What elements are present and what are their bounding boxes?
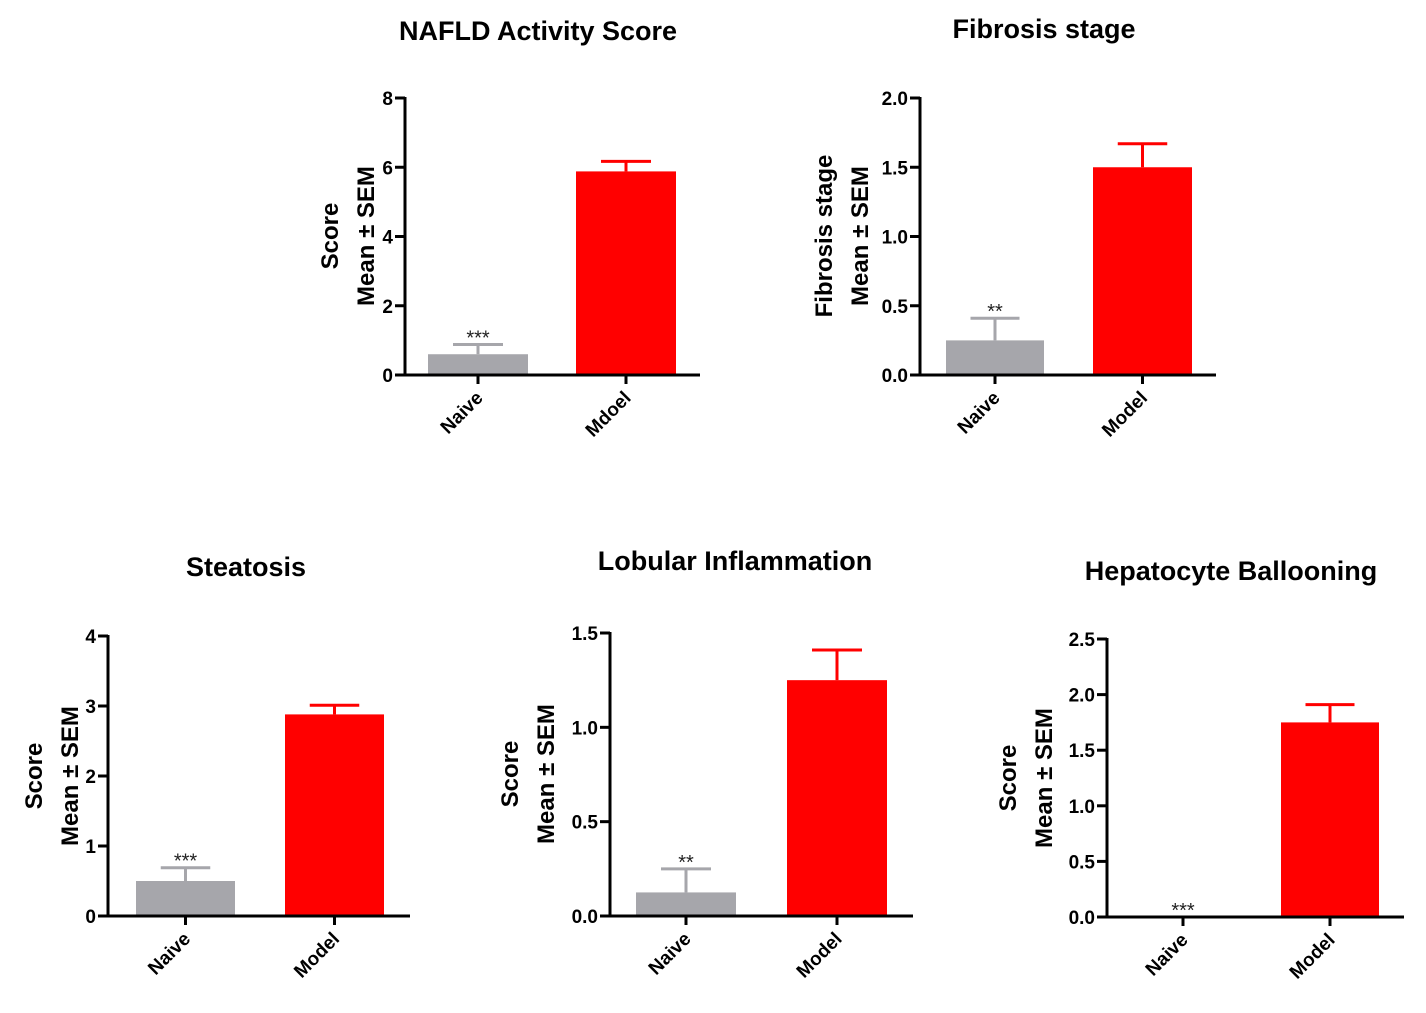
bar-model (1093, 167, 1192, 375)
y-axis-label: Mean ± SEM (847, 166, 874, 306)
chart-title: NAFLD Activity Score (399, 16, 677, 46)
significance-marker: ** (678, 852, 694, 874)
y-tick-label: 0.5 (572, 813, 599, 834)
y-tick-label: 0 (85, 907, 96, 928)
x-tick-label: Naive (437, 388, 488, 439)
y-tick-label: 2 (382, 297, 393, 318)
y-axis-label: Score (995, 745, 1022, 812)
y-tick-label: 1.0 (572, 718, 598, 739)
y-tick-label: 4 (382, 228, 393, 249)
y-tick-label: 1.5 (1069, 741, 1096, 762)
y-tick-label: 0.0 (1069, 908, 1095, 929)
chart-title: Hepatocyte Ballooning (1085, 556, 1378, 586)
chart-title: Lobular Inflammation (598, 546, 873, 576)
y-tick-label: 1.0 (1069, 797, 1095, 818)
x-tick-label: Naive (954, 388, 1005, 439)
y-tick-label: 1 (85, 837, 96, 858)
y-tick-label: 0.5 (882, 297, 909, 318)
y-tick-label: 2.0 (882, 89, 908, 110)
chart-panel-4: Lobular Inflammation Score Mean ± SEM ** Nai… (497, 546, 913, 982)
x-tick-label: Naive (144, 929, 195, 980)
bar-mdoel (576, 171, 676, 375)
bar-naive (428, 354, 528, 375)
bar-naive (636, 892, 736, 916)
y-axis-label: Fibrosis stage (811, 155, 838, 318)
x-tick-label: Model (1286, 930, 1340, 984)
y-tick-label: 1.0 (882, 228, 908, 249)
x-tick-label: Model (793, 929, 847, 983)
chart-panel-1: NAFLD Activity Score Score Mean ± SEM *** Na… (317, 16, 700, 441)
y-tick-label: 0.0 (572, 907, 598, 928)
bar-model (1281, 722, 1379, 917)
y-tick-label: 8 (382, 89, 393, 110)
x-tick-label: Naive (645, 929, 696, 980)
y-axis-label: Mean ± SEM (57, 706, 84, 846)
y-tick-label: 1.5 (572, 624, 599, 645)
y-tick-label: 2.5 (1069, 630, 1096, 651)
y-tick-label: 0.5 (1069, 852, 1096, 873)
x-tick-label: Naive (1142, 930, 1193, 981)
y-tick-label: 0.0 (882, 366, 908, 387)
bar-naive (136, 881, 235, 916)
bar-model (787, 680, 887, 916)
y-axis-label: Score (21, 743, 48, 810)
y-axis-label: Mean ± SEM (1031, 708, 1058, 848)
x-tick-label: Model (1098, 388, 1152, 442)
bar-naive (946, 340, 1044, 375)
y-axis-label: Mean ± SEM (353, 166, 380, 306)
chart-panel-3: Steatosis Score Mean ± SEM *** Naive Model 0 1 2… (21, 552, 410, 982)
x-tick-label: Mdoel (582, 388, 636, 442)
chart-title: Steatosis (186, 552, 306, 582)
y-axis-label: Score (317, 203, 344, 270)
y-tick-label: 4 (85, 627, 96, 648)
chart-panel-2: Fibrosis stage Fibrosis stage Mean ± SEM **… (811, 14, 1216, 441)
significance-marker: *** (466, 328, 490, 350)
chart-title: Fibrosis stage (952, 14, 1135, 44)
y-tick-label: 2.0 (1069, 686, 1095, 707)
y-tick-label: 2 (85, 767, 96, 788)
bar-model (285, 714, 384, 916)
y-axis-label: Score (497, 741, 524, 808)
y-tick-label: 6 (382, 158, 393, 179)
y-axis-label: Mean ± SEM (533, 704, 560, 844)
significance-marker: ** (987, 301, 1003, 323)
significance-marker: *** (174, 851, 198, 873)
y-tick-label: 3 (85, 697, 96, 718)
y-tick-label: 1.5 (882, 158, 909, 179)
y-tick-label: 0 (382, 366, 393, 387)
x-tick-label: Model (290, 929, 344, 983)
